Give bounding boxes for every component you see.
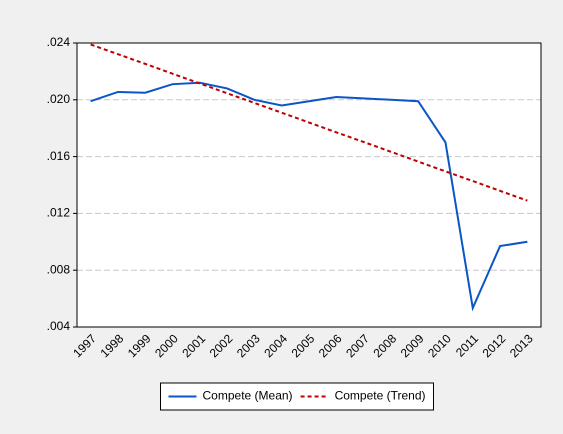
x-tick-label: 2012	[480, 331, 509, 360]
x-tick-label: 2007	[343, 331, 372, 360]
x-tick-label: 2004	[261, 331, 290, 360]
legend-label: Compete (Mean)	[203, 389, 293, 403]
x-tick-label: 2006	[316, 331, 345, 360]
legend-box	[160, 382, 434, 411]
x-tick-label: 2000	[152, 331, 181, 360]
x-tick-label: 2013	[507, 331, 536, 360]
x-tick-label: 2005	[289, 331, 318, 360]
series-line	[90, 43, 528, 202]
y-tick-label: .024	[47, 35, 71, 49]
x-tick-label: 1999	[125, 331, 154, 360]
x-tick-label: 1997	[70, 331, 99, 360]
y-tick-label: .020	[47, 92, 71, 106]
x-tick-label: 2009	[398, 331, 427, 360]
y-tick-label: .016	[47, 149, 71, 163]
x-tick-label: 2011	[453, 331, 481, 359]
x-tick-label: 2008	[370, 331, 399, 360]
x-tick-label: 1998	[98, 331, 127, 360]
x-tick-label: 2001	[179, 331, 208, 360]
plot-area	[77, 43, 541, 327]
legend: Compete (Mean) Compete (Trend)	[160, 382, 434, 411]
x-tick-label: 2010	[425, 331, 454, 360]
y-tick-label: .008	[47, 262, 71, 276]
x-tick-label: 2002	[207, 331, 236, 360]
legend-label: Compete (Trend)	[335, 389, 426, 403]
y-tick-label: .004	[47, 319, 71, 333]
series-line	[90, 81, 528, 312]
x-tick-label: 2003	[234, 331, 263, 360]
plot-border	[76, 42, 542, 328]
y-tick-label: .012	[47, 206, 71, 220]
